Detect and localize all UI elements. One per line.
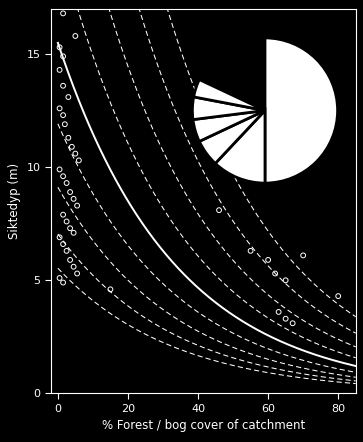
Wedge shape	[215, 110, 265, 183]
Point	[335, 293, 341, 300]
Point	[107, 286, 113, 293]
Point	[60, 10, 66, 17]
Point	[272, 270, 278, 277]
Wedge shape	[265, 38, 338, 183]
Point	[57, 44, 62, 51]
Point	[65, 134, 71, 141]
Wedge shape	[193, 110, 265, 141]
Point	[248, 248, 253, 255]
Point	[57, 1, 62, 8]
Point	[216, 206, 222, 213]
Wedge shape	[192, 97, 265, 120]
Point	[57, 166, 62, 173]
Point	[60, 112, 66, 119]
Point	[64, 248, 69, 255]
Wedge shape	[194, 80, 265, 110]
Point	[71, 229, 77, 236]
Point	[71, 263, 77, 270]
Point	[67, 225, 73, 232]
Point	[57, 66, 62, 73]
Point	[276, 309, 282, 316]
Point	[67, 189, 73, 196]
Point	[60, 53, 66, 60]
Point	[60, 240, 66, 248]
Point	[73, 32, 78, 39]
Point	[67, 256, 73, 263]
X-axis label: % Forest / bog cover of catchment: % Forest / bog cover of catchment	[102, 419, 305, 432]
Point	[265, 256, 271, 263]
Point	[57, 105, 62, 112]
Point	[60, 279, 66, 286]
Point	[57, 234, 62, 241]
Point	[57, 274, 62, 282]
Point	[73, 150, 78, 157]
Point	[62, 121, 68, 128]
Point	[290, 320, 295, 327]
Wedge shape	[199, 110, 265, 164]
Point	[283, 315, 289, 322]
Point	[69, 143, 75, 150]
Point	[60, 173, 66, 180]
Point	[74, 202, 80, 209]
Point	[71, 195, 77, 202]
Point	[60, 211, 66, 218]
Point	[283, 277, 289, 284]
Point	[76, 157, 82, 164]
Y-axis label: Siktedyp (m): Siktedyp (m)	[8, 163, 21, 239]
Point	[300, 252, 306, 259]
Point	[74, 270, 80, 277]
Point	[64, 179, 69, 187]
Point	[64, 218, 69, 225]
Wedge shape	[199, 38, 265, 110]
Point	[60, 82, 66, 89]
Point	[65, 94, 71, 101]
